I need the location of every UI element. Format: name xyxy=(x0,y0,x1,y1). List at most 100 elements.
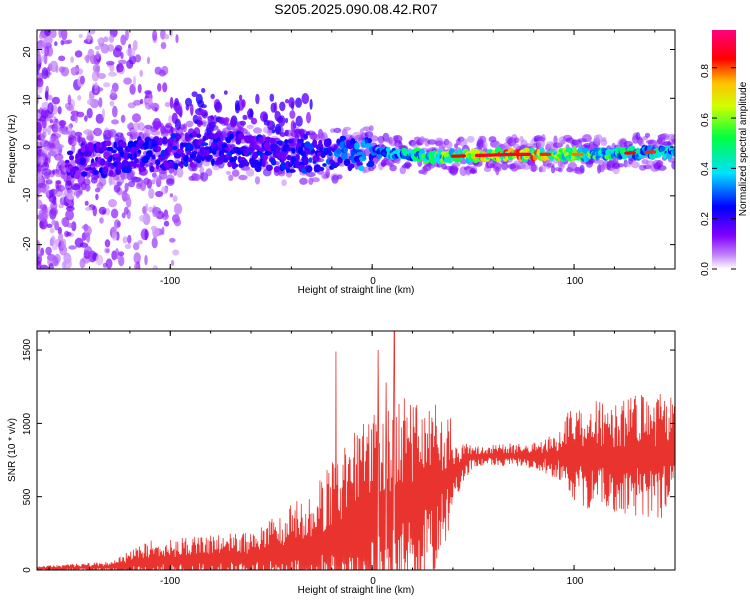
heatmap-cell-375 xyxy=(37,245,40,257)
heatmap-cell-1374 xyxy=(270,102,277,113)
heatmap-cell-1383 xyxy=(242,114,248,120)
heatmap-cell-243 xyxy=(45,91,49,101)
heatmap-cell-1277 xyxy=(643,164,652,170)
heatmap-cell-38 xyxy=(110,208,119,219)
heatmap-cell-1770 xyxy=(288,169,296,173)
heatmap-cell-1759 xyxy=(280,153,287,162)
heatmap-cell-1560 xyxy=(141,166,147,172)
heatmap-cell-1745 xyxy=(270,159,277,166)
heatmap-cell-1346 xyxy=(271,129,276,134)
heatmap-cell-357 xyxy=(117,220,121,228)
heatmap-cell-1310 xyxy=(671,161,675,170)
heatmap-cell-484 xyxy=(170,259,175,267)
heatmap-cell-262 xyxy=(51,219,57,225)
heatmap-cell-683 xyxy=(163,124,172,134)
heatmap-cell-1388 xyxy=(201,88,206,93)
heatmap-cell-513 xyxy=(84,225,92,236)
heatmap-cell-223 xyxy=(133,252,141,264)
heatmap-cell-904 xyxy=(343,126,352,131)
colorbar-gradient xyxy=(712,30,736,269)
heatmap-cell-1278 xyxy=(644,132,651,138)
heatmap-cell-1136 xyxy=(530,163,537,173)
heatmap-cell-1062 xyxy=(469,169,478,175)
heatmap-cell-1442 xyxy=(298,128,305,136)
heatmap-cell-490 xyxy=(86,108,93,119)
heatmap-cell-1783 xyxy=(297,138,304,144)
heatmap-cell-1419 xyxy=(278,115,286,127)
heatmap-cell-1572 xyxy=(149,165,155,173)
heatmap-cell-371 xyxy=(144,229,148,241)
heatmap-cell-1436 xyxy=(279,132,286,138)
snr-xlabel: Height of straight line (km) xyxy=(298,585,415,596)
heatmap-cell-1825 xyxy=(328,151,333,157)
heatmap-cell-1610 xyxy=(176,135,182,139)
heatmap-cell-27 xyxy=(103,36,109,43)
heatmap-cell-402 xyxy=(137,240,143,245)
heatmap-cell-1428 xyxy=(191,91,198,98)
heatmap-cell-1418 xyxy=(284,99,290,104)
heatmap-cell-463 xyxy=(42,126,48,134)
heatmap-cell-1822 xyxy=(325,138,332,147)
heatmap-cell-561 xyxy=(64,180,73,191)
heatmap-cell-2323 xyxy=(461,154,466,158)
heatmap-cell-312 xyxy=(172,195,178,203)
heatmap-cell-1510 xyxy=(105,140,112,147)
heatmap-cell-1801 xyxy=(311,149,316,154)
heatmap-cell-212 xyxy=(102,108,105,119)
heatmap-cell-431 xyxy=(74,50,83,58)
heatmap-cell-446 xyxy=(134,262,139,269)
heatmap-cell-1491 xyxy=(90,162,98,167)
heatmap-cell-637 xyxy=(127,180,136,188)
heatmap-cell-451 xyxy=(148,206,153,213)
heatmap-cell-1311 xyxy=(671,138,675,145)
colorbar-tick-label-0: 0.0 xyxy=(700,262,711,276)
heatmap-cell-287 xyxy=(94,87,104,92)
heatmap-cell-2125 xyxy=(539,147,545,154)
heatmap-cell-55 xyxy=(108,199,117,208)
heatmap-cell-1 xyxy=(95,113,104,124)
heatmap-cell-1397 xyxy=(238,94,243,101)
heatmap-cell-1723 xyxy=(254,164,262,173)
heatmap-cell-1880 xyxy=(367,138,373,144)
heatmap-cell-1647 xyxy=(202,136,207,142)
heatmap-cell-758 xyxy=(225,170,231,175)
heatmap-cell-475 xyxy=(104,247,110,254)
heatmap-cell-1458 xyxy=(69,155,74,161)
heatmap-cell-481 xyxy=(139,215,146,222)
snr-series-line xyxy=(37,331,675,570)
heatmap-cell-170 xyxy=(100,43,110,54)
heatmap-panel: -100 0 100 Height of straight line (km) … xyxy=(7,29,676,296)
heatmap-cell-668 xyxy=(151,120,160,128)
heatmap-cell-1367 xyxy=(309,98,313,110)
heatmap-cell-1792 xyxy=(304,141,311,149)
heatmap-cell-456 xyxy=(42,38,47,49)
heatmap-cell-783 xyxy=(245,131,251,136)
heatmap-cell-1485 xyxy=(87,167,93,171)
heatmap-cell-1803 xyxy=(312,139,318,147)
heatmap-cell-397 xyxy=(126,47,136,57)
heatmap-cell-1077 xyxy=(482,140,488,150)
heatmap-cell-465 xyxy=(70,67,80,73)
heatmap-cell-1806 xyxy=(313,164,322,173)
heatmap-cell-667 xyxy=(150,130,161,136)
heatmap-cell-892 xyxy=(333,127,342,134)
heatmap-ylabel: Frequency (Hz) xyxy=(7,115,18,184)
heatmap-ytick-label-2: 0 xyxy=(22,144,33,150)
heatmap-cell-1657 xyxy=(208,133,215,140)
heatmap-cell-615 xyxy=(107,129,117,138)
heatmap-cell-1195 xyxy=(579,164,585,174)
heatmap-cell-786 xyxy=(246,168,255,177)
heatmap-cell-313 xyxy=(87,48,95,59)
heatmap-cell-583 xyxy=(85,155,90,163)
heatmap-cell-2374 xyxy=(546,152,552,156)
heatmap-cell-511 xyxy=(52,256,59,266)
heatmap-cell-1714 xyxy=(249,135,255,140)
heatmap-cell-1691 xyxy=(232,163,239,168)
heatmap-cell-1552 xyxy=(135,163,140,168)
heatmap-cell-78 xyxy=(122,236,128,244)
snr-ytick-label-1: 500 xyxy=(22,488,33,505)
heatmap-cell-1040 xyxy=(453,166,459,172)
heatmap-cell-1048 xyxy=(459,137,468,147)
heatmap-cell-1659 xyxy=(211,158,215,166)
heatmap-cell-317 xyxy=(91,70,99,82)
